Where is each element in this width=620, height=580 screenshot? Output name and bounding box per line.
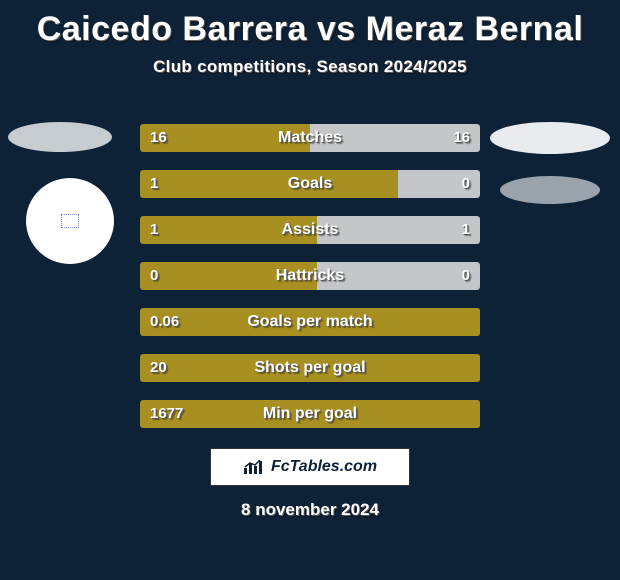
stat-row: Assists11 — [140, 216, 480, 244]
page-title: Caicedo Barrera vs Meraz Bernal — [0, 0, 620, 49]
player2-name: Meraz Bernal — [366, 10, 584, 48]
source-badge-text: FcTables.com — [271, 458, 377, 476]
stat-bar-player1 — [140, 170, 398, 198]
vs-separator: vs — [317, 10, 356, 48]
avatar-placeholder-top-right — [490, 122, 610, 154]
avatar-placeholder-big-left — [26, 178, 114, 264]
avatar-inner-box — [61, 214, 79, 228]
stat-bar-player2 — [317, 262, 480, 290]
stat-row: Shots per goal20 — [140, 354, 480, 382]
stat-bar-player2 — [398, 170, 480, 198]
subtitle: Club competitions, Season 2024/2025 — [0, 57, 620, 77]
avatar-placeholder-top-left — [8, 122, 112, 152]
stat-bar-player2 — [317, 216, 480, 244]
chart-icon — [243, 458, 265, 476]
avatar-placeholder-mid-right — [500, 176, 600, 204]
stat-bar-player1 — [140, 216, 317, 244]
stat-bar-player1 — [140, 262, 317, 290]
stat-bar-player1 — [140, 308, 480, 336]
stat-bar-player1 — [140, 400, 480, 428]
stat-row: Goals per match0.06 — [140, 308, 480, 336]
stat-bar-player1 — [140, 124, 310, 152]
player1-name: Caicedo Barrera — [37, 10, 307, 48]
stat-bar-player1 — [140, 354, 480, 382]
stat-bar-player2 — [310, 124, 480, 152]
stats-bars: Matches1616 Goals10 Assists11 Hattricks00 Go… — [140, 124, 480, 446]
source-badge: FcTables.com — [210, 448, 410, 486]
footer-date: 8 november 2024 — [0, 500, 620, 520]
stat-row: Matches1616 — [140, 124, 480, 152]
stat-row: Min per goal1677 — [140, 400, 480, 428]
stat-row: Goals10 — [140, 170, 480, 198]
stat-row: Hattricks00 — [140, 262, 480, 290]
